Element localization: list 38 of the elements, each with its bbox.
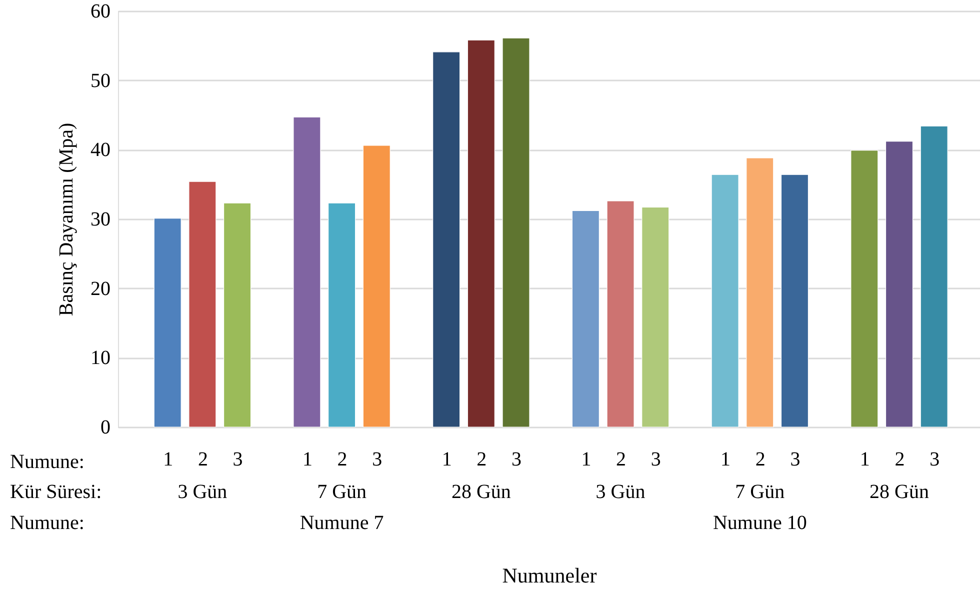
y-tick-label: 20 (90, 278, 110, 300)
x-tick-label: 2 (616, 448, 626, 470)
text: 3 Gün (178, 481, 228, 503)
x-tick-label: 2 (755, 448, 766, 470)
text: Numune: (10, 451, 84, 473)
x-tick-label: 3 (930, 448, 940, 470)
y-tick-label: 10 (90, 347, 110, 370)
x-tick-label: 2 (198, 448, 208, 470)
x-tick-label: 3 (790, 448, 800, 470)
x-tick-label: 1 (302, 448, 312, 470)
x-tick-label: 3 (650, 448, 661, 470)
y-tick-label: 0 (100, 416, 110, 438)
x-tick-label: 1 (442, 448, 452, 470)
x-tick-label: 1 (860, 448, 870, 470)
x-tick-label: 1 (581, 448, 592, 470)
text: Numune: (10, 512, 84, 534)
x-tick-label: 2 (894, 448, 905, 470)
text: 7 Gün (735, 481, 785, 503)
text: 7 Gün (317, 481, 367, 503)
y-tick-label: 50 (90, 70, 110, 92)
x-tick-label: 2 (337, 448, 348, 470)
x-tick-label: 1 (163, 448, 174, 470)
text: 3 Gün (596, 481, 646, 503)
text: 28 Gün (451, 481, 511, 503)
x-tick-label: 1 (720, 448, 731, 470)
x-tick-label: 3 (372, 448, 382, 470)
y-tick-label: 40 (90, 139, 110, 162)
text: Kür Süresi: (10, 481, 102, 503)
text: Numune 10 (712, 512, 807, 534)
y-tick-label: 60 (90, 0, 110, 22)
y-tick-label: 30 (90, 208, 110, 230)
text: 28 Gün (870, 481, 929, 503)
y-axis-title: Basınç Dayanımı (Mpa) (56, 122, 78, 316)
x-tick-label: 3 (512, 448, 522, 470)
x-tick-label: 2 (476, 448, 487, 470)
x-axis-title: Numuneler (502, 564, 597, 588)
text: Numune 7 (300, 512, 384, 534)
x-tick-label: 3 (232, 448, 243, 470)
